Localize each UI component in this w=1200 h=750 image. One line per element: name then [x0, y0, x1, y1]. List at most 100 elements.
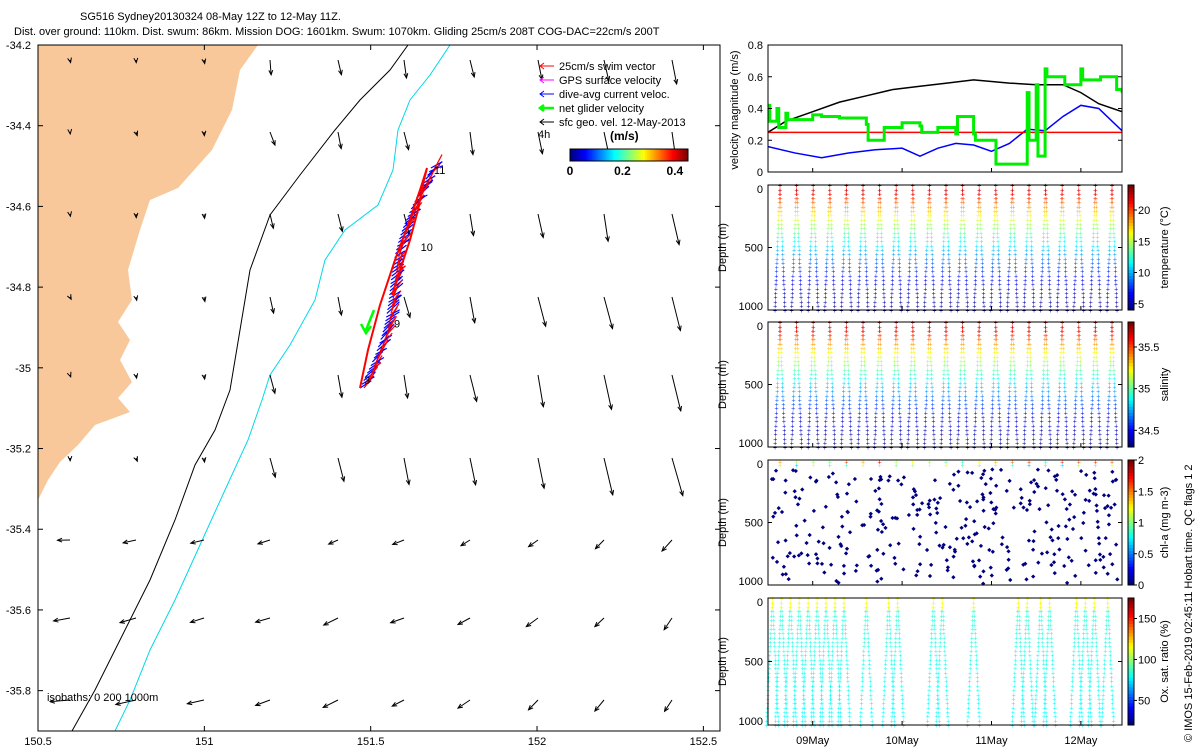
chl-sample — [1062, 497, 1068, 502]
chl-surface-sample: + — [811, 463, 815, 470]
oxygen-sample: + — [978, 723, 982, 730]
geo-velocity-arrowhead — [268, 69, 274, 77]
map-plot-area — [38, 45, 684, 731]
chl-sample — [783, 572, 789, 577]
chl-sample — [934, 506, 939, 511]
panel-colorbar-segment — [1128, 488, 1134, 492]
panel-colorbar-segment — [1128, 288, 1134, 292]
chl-sample — [797, 496, 802, 501]
chl-sample — [1097, 552, 1103, 557]
panel-colorbar-segment — [1128, 522, 1134, 527]
panel-colorbar-segment — [1128, 247, 1134, 252]
chl-sample — [978, 543, 984, 549]
depth-y-tick-label: 1000 — [739, 301, 763, 313]
chl-sample — [844, 491, 850, 496]
panel-colorbar-segment — [1128, 563, 1134, 567]
panel-colorbar-segment — [1128, 547, 1134, 552]
depth-y-tick-label: 1000 — [739, 576, 763, 588]
depth-sample: + — [883, 308, 887, 315]
panel-colorbar-tick-label: 1.5 — [1138, 486, 1153, 498]
depth-y-tick-label: 500 — [745, 657, 763, 669]
chl-sample — [1083, 497, 1088, 502]
oxygen-sample: + — [1010, 723, 1014, 730]
chl-sample — [1095, 519, 1100, 524]
chl-surface-sample: + — [878, 463, 882, 470]
panel-colorbar-segment — [1128, 566, 1134, 570]
chl-sample — [1006, 549, 1011, 554]
chl-sample — [775, 540, 781, 545]
chl-sample — [1070, 526, 1076, 532]
chl-sample — [1031, 538, 1036, 544]
chl-sample — [954, 536, 959, 541]
panel-colorbar-segment — [1128, 702, 1134, 707]
chl-sample — [879, 501, 884, 507]
oxygen-sample: + — [870, 723, 874, 730]
chl-sample — [815, 556, 820, 561]
panel-colorbar-segment — [1128, 671, 1134, 675]
panel-colorbar-segment — [1128, 275, 1134, 280]
oxygen-sample: + — [1100, 723, 1104, 730]
chl-sample — [1087, 498, 1092, 503]
depth-sample: + — [932, 308, 936, 315]
chl-sample — [800, 487, 805, 492]
chl-sample — [1108, 505, 1114, 510]
panel-colorbar-segment — [1128, 497, 1134, 502]
chl-sample — [1032, 489, 1037, 495]
chl-sample — [875, 527, 881, 532]
chl-sample — [1081, 510, 1086, 515]
geo-velocity-arrowhead — [338, 69, 343, 77]
chl-sample — [792, 489, 797, 494]
panel-colorbar-segment — [1128, 197, 1134, 202]
depth-sample: + — [1065, 445, 1069, 452]
chl-sample — [906, 512, 912, 518]
chl-sample — [945, 565, 951, 570]
panel-colorbar-segment — [1128, 578, 1134, 583]
panel-colorbar-tick-label: 35.5 — [1138, 342, 1159, 354]
chl-sample — [820, 525, 825, 530]
geo-velocity-arrowhead — [201, 130, 207, 137]
chl-sample — [1056, 535, 1061, 541]
depth-sample: + — [939, 445, 943, 452]
depth-sample: + — [956, 308, 960, 315]
panel-colorbar-segment — [1128, 481, 1134, 486]
depth-sample: + — [1005, 445, 1009, 452]
velocity-ylabel: velocity magnitude (m/s) — [729, 50, 741, 169]
depth-sample: + — [873, 445, 877, 452]
panel-colorbar-segment — [1128, 472, 1134, 477]
geo-velocity-vector — [269, 59, 272, 75]
chl-sample — [771, 514, 776, 519]
depth-sample: + — [839, 308, 843, 315]
chl-sample — [1069, 558, 1074, 563]
panel-colorbar-label: Ox. sat. ratio (%) — [1159, 620, 1171, 703]
panel-colorbar-segment — [1128, 528, 1134, 533]
oxygen-sample: + — [848, 723, 852, 730]
panel-colorbar-segment — [1128, 690, 1134, 694]
panel-colorbar-segment — [1128, 285, 1134, 289]
depth-sample: + — [932, 445, 936, 452]
chl-sample — [868, 476, 874, 482]
chl-sample — [1037, 506, 1042, 512]
depth-sample: + — [816, 308, 820, 315]
chl-sample — [1018, 501, 1023, 506]
chl-sample — [893, 561, 898, 566]
chl-surface-sample: + — [795, 463, 799, 470]
chl-sample — [947, 545, 953, 550]
depth-y-tick-label: 500 — [745, 243, 763, 255]
chl-surface-sample: + — [927, 463, 931, 470]
panel-colorbar-segment — [1128, 712, 1134, 716]
depth-y-tick-label: 1000 — [739, 438, 763, 450]
panel-colorbar-segment — [1128, 658, 1134, 662]
panel-colorbar-segment — [1128, 680, 1134, 685]
chl-sample — [1083, 548, 1088, 553]
panel-colorbar-segment — [1128, 655, 1134, 659]
panel-colorbar-segment — [1128, 620, 1134, 624]
panel-colorbar-segment — [1128, 425, 1134, 429]
depth-y-tick-label: 0 — [757, 184, 763, 196]
chl-sample — [888, 543, 893, 548]
depth-sample: + — [800, 445, 804, 452]
chl-sample — [828, 562, 834, 567]
velocity-y-tick-label: 0.2 — [748, 135, 763, 147]
depth-sample: + — [1005, 308, 1009, 315]
chl-sample — [970, 470, 975, 476]
panel-colorbar-segment — [1128, 353, 1134, 357]
